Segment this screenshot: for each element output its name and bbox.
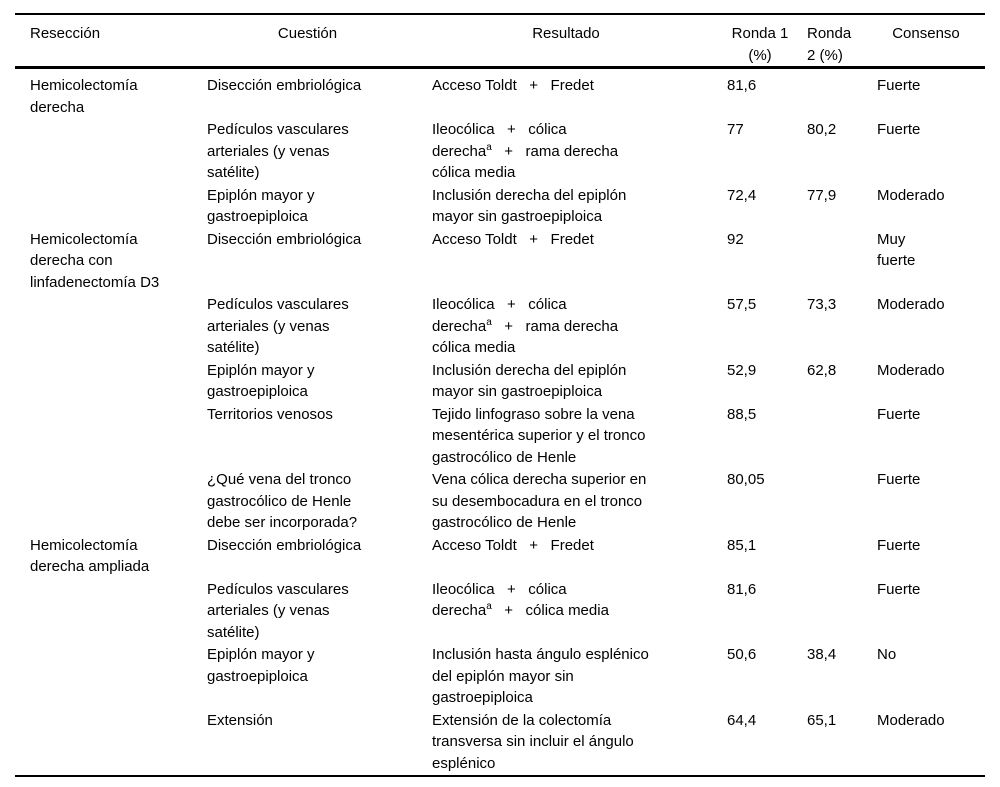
cell-cuestion: Territorios venosos	[207, 405, 333, 423]
cell-cuestion: Epiplón mayor y gastroepiploica	[207, 186, 315, 226]
cell-consenso: Moderado	[877, 711, 945, 729]
cell-resultado: Inclusión hasta ángulo esplénico del epip…	[432, 646, 649, 706]
cell-reseccion	[15, 119, 207, 185]
cell-resultado: Vena cólica derecha superior en su desemb…	[432, 471, 647, 531]
table-row: Hemicolectomía derecha Disección embriológ…	[15, 68, 985, 120]
cell-ronda2	[807, 535, 877, 579]
table-row: Pedículos vasculares arteriales (y venas s…	[15, 579, 985, 645]
table-row: Pedículos vasculares arteriales (y venas s…	[15, 294, 985, 360]
table-row: ¿Qué vena del tronco gastrocólico de Henl…	[15, 469, 985, 535]
table-body: Hemicolectomía derecha Disección embriológ…	[15, 68, 985, 777]
cell-reseccion	[15, 404, 207, 470]
col-header-ronda1: Ronda 1 (%)	[727, 14, 807, 69]
cell-cuestion: Pedículos vasculares arteriales (y venas s…	[207, 296, 349, 356]
cell-cuestion: Epiplón mayor y gastroepiploica	[207, 361, 315, 401]
cell-reseccion	[15, 469, 207, 535]
cell-cuestion: Disección embriológica	[207, 536, 362, 554]
col-header-cuestion: Cuestión	[207, 14, 432, 69]
cell-reseccion	[15, 294, 207, 360]
cell-cuestion: Epiplón mayor y gastroepiploica	[207, 646, 315, 685]
cell-consenso: Fuerte	[877, 121, 921, 138]
table-row: Hemicolectomía derecha ampliada Disección …	[15, 535, 985, 579]
table-row: Territorios venosos Tejido linfograso sob…	[15, 404, 985, 470]
cell-consenso: Fuerte	[877, 580, 921, 598]
cell-consenso: Fuerte	[877, 77, 921, 94]
cell-resultado: Inclusión derecha del epiplón mayor sin g…	[432, 361, 627, 401]
cell-ronda2: 62,8	[807, 361, 837, 379]
cell-reseccion: Hemicolectomía derecha con linfadenectomía…	[30, 230, 160, 291]
cell-ronda2	[807, 404, 877, 470]
cell-resultado: Tejido linfograso sobre la vena mesentéri…	[432, 405, 646, 466]
cell-reseccion: Hemicolectomía derecha	[30, 77, 138, 116]
cell-consenso: Moderado	[877, 296, 945, 313]
table-row: Hemicolectomía derecha con linfadenectomía…	[15, 229, 985, 295]
cell-resultado: Extensión de la colectomía transversa sin…	[432, 711, 634, 772]
cell-ronda1: 88,5	[727, 405, 757, 423]
header-row: Resección Cuestión Resultado Ronda 1 (%) …	[15, 14, 985, 69]
cell-reseccion	[15, 579, 207, 645]
cell-resultado: Acceso Toldt + Fredet	[432, 230, 594, 248]
cell-ronda1: 80,05	[727, 471, 765, 488]
cell-reseccion	[15, 710, 207, 777]
cell-reseccion: Hemicolectomía derecha ampliada	[30, 536, 150, 576]
cell-ronda1: 50,6	[727, 646, 757, 663]
cell-ronda2: 73,3	[807, 296, 837, 313]
table-row: Pedículos vasculares arteriales (y venas s…	[15, 119, 985, 185]
cell-reseccion	[15, 185, 207, 229]
cell-ronda1: 77	[727, 121, 744, 138]
cell-ronda2	[807, 469, 877, 535]
table-row: Epiplón mayor y gastroepiploica Inclusión …	[15, 644, 985, 710]
col-header-resultado: Resultado	[432, 14, 727, 69]
cell-ronda2	[807, 229, 877, 295]
cell-resultado: Ileocólica + cólica derechaa + rama derec…	[432, 296, 619, 356]
cell-consenso: Fuerte	[877, 405, 921, 423]
cell-ronda1: 72,4	[727, 186, 757, 204]
cell-ronda1: 81,6	[727, 580, 757, 598]
cell-consenso: Moderado	[877, 361, 945, 379]
col-header-consenso: Consenso	[877, 14, 985, 69]
table-row: Epiplón mayor y gastroepiploica Inclusión …	[15, 185, 985, 229]
cell-consenso: Fuerte	[877, 536, 921, 554]
cell-ronda1: 85,1	[727, 536, 757, 554]
cell-cuestion: Pedículos vasculares arteriales (y venas s…	[207, 580, 349, 641]
cell-reseccion	[15, 644, 207, 710]
col-header-reseccion: Resección	[15, 14, 207, 69]
cell-ronda1: 81,6	[727, 77, 757, 94]
cell-ronda2	[807, 68, 877, 120]
col-header-ronda2: Ronda 2 (%)	[807, 14, 877, 69]
cell-reseccion	[15, 360, 207, 404]
cell-consenso: Fuerte	[877, 471, 921, 488]
cell-ronda2: 80,2	[807, 121, 837, 138]
cell-consenso: Moderado	[877, 186, 945, 204]
cell-consenso: No	[877, 646, 897, 663]
cell-ronda2	[807, 579, 877, 645]
cell-cuestion: ¿Qué vena del tronco gastrocólico de Henl…	[207, 471, 358, 531]
cell-ronda1: 57,5	[727, 296, 757, 313]
cell-cuestion: Disección embriológica	[207, 77, 362, 94]
cell-ronda2: 65,1	[807, 711, 837, 729]
cell-ronda1: 92	[727, 230, 744, 248]
cell-cuestion: Extensión	[207, 711, 273, 729]
table-row: Extensión Extensión de la colectomía trans…	[15, 710, 985, 777]
cell-ronda1: 52,9	[727, 361, 757, 379]
cell-resultado: Ileocólica + cólica derechaa + cólica med…	[432, 580, 609, 620]
cell-resultado: Acceso Toldt + Fredet	[432, 77, 594, 94]
cell-resultado: Acceso Toldt + Fredet	[432, 536, 594, 554]
cell-cuestion: Disección embriológica	[207, 230, 362, 248]
cell-ronda2: 77,9	[807, 186, 837, 204]
cell-ronda1: 64,4	[727, 711, 757, 729]
cell-ronda2: 38,4	[807, 646, 837, 663]
cell-cuestion: Pedículos vasculares arteriales (y venas s…	[207, 121, 349, 181]
cell-resultado: Inclusión derecha del epiplón mayor sin g…	[432, 186, 627, 226]
cell-resultado: Ileocólica + cólica derechaa + rama derec…	[432, 121, 619, 181]
consensus-table: Resección Cuestión Resultado Ronda 1 (%) …	[15, 13, 985, 777]
cell-consenso: Muy fuerte	[877, 230, 916, 270]
table-row: Epiplón mayor y gastroepiploica Inclusión …	[15, 360, 985, 404]
